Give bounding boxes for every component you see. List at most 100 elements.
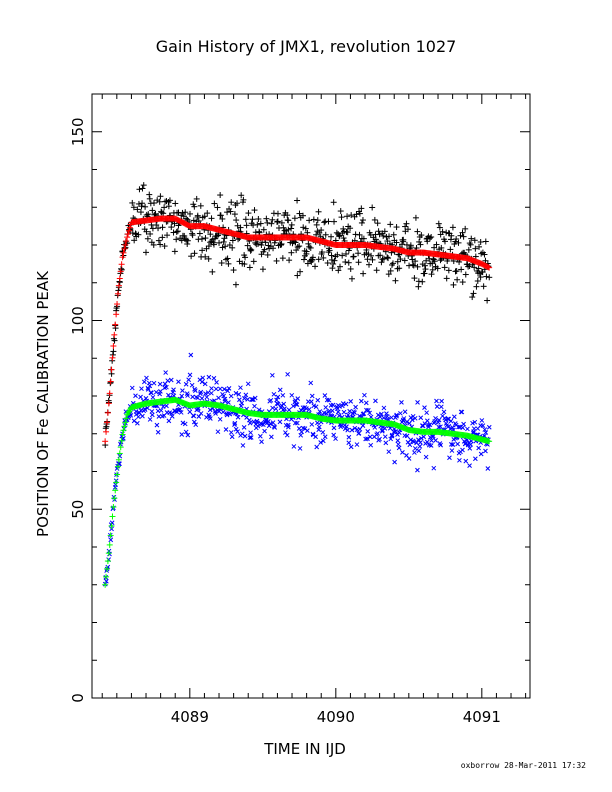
data-point-upper [150,241,157,248]
data-point-lower [269,434,274,440]
data-point-upper [338,214,345,221]
data-point-lower [486,424,492,430]
data-point-upper [340,225,347,232]
data-point-lower [335,409,341,415]
data-point-upper [468,235,475,242]
data-point-lower [412,450,417,455]
data-point-upper [166,197,173,204]
data-point-lower [377,436,382,442]
data-point-lower [373,398,378,404]
data-point-lower [217,386,223,392]
data-point-lower [195,395,201,401]
data-point-upper [225,260,232,267]
data-point-lower [372,425,378,430]
data-point-upper [153,221,160,228]
data-point-lower [191,419,197,425]
data-point-upper [320,254,327,261]
data-point-lower [275,394,281,400]
data-point-lower [245,397,251,402]
data-point-lower [460,447,465,453]
data-point-lower [392,459,397,465]
data-point-lower [163,370,169,375]
data-point-upper [303,248,310,255]
data-point-upper [294,243,301,250]
data-point-lower [140,413,145,419]
data-point-upper [257,220,264,227]
data-point-lower [446,423,452,429]
data-point-upper [324,260,331,267]
fit-point-lower [103,565,110,572]
data-point-upper [417,241,424,248]
data-point-upper [473,283,480,290]
data-point-lower [468,442,474,447]
data-point-upper [482,238,489,245]
data-point-lower [427,422,433,428]
data-point-lower [228,393,234,399]
data-point-lower [204,394,210,400]
data-point-upper [462,225,469,232]
fit-point-upper [102,438,109,445]
data-point-upper [470,290,477,297]
data-point-lower [222,398,228,404]
data-point-upper [216,239,223,246]
data-point-upper [455,239,462,246]
data-point-upper [387,221,394,228]
data-point-lower [416,437,421,443]
data-point-lower [434,398,439,404]
data-point-lower [352,410,357,415]
fit-point-upper [126,224,133,231]
data-point-lower [149,390,154,396]
data-point-lower [297,446,303,451]
data-point-lower [277,387,283,393]
data-point-upper [318,227,325,234]
data-point-upper [344,229,351,236]
fit-point-lower [120,427,127,434]
data-point-upper [347,265,354,272]
data-point-lower [361,411,367,416]
data-point-lower [419,435,424,441]
data-point-upper [396,265,403,272]
data-point-lower [188,352,194,358]
data-point-lower [447,455,452,461]
data-point-lower [309,399,314,404]
data-point-upper [331,218,338,225]
fit-point-lower [114,463,121,470]
data-point-lower [213,386,219,392]
data-point-upper [227,208,234,215]
data-point-lower [471,426,477,431]
data-point-lower [388,436,394,442]
data-point-upper [286,257,293,264]
data-point-lower [398,410,403,416]
data-point-upper [260,226,267,233]
data-point-lower [418,440,423,445]
data-point-upper [469,294,476,301]
fit-point-lower [103,573,110,580]
data-point-lower [298,432,304,438]
data-point-lower [179,432,185,437]
data-point-lower [461,421,466,427]
data-point-upper [288,221,295,228]
data-point-lower [240,443,246,448]
data-point-upper [164,232,171,239]
data-point-lower [242,395,247,401]
data-point-lower [155,429,161,435]
data-point-upper [210,241,217,248]
data-point-upper [291,215,298,222]
data-point-upper [393,239,400,246]
data-point-upper [278,219,285,226]
data-point-upper [146,195,153,202]
data-point-lower [191,413,197,419]
data-point-upper [401,257,408,264]
data-point-lower [295,396,301,401]
fit-point-lower [105,550,112,557]
data-point-lower [456,424,461,430]
data-point-lower [399,400,404,405]
data-point-upper [195,217,202,224]
data-point-upper [224,255,231,262]
data-point-upper [155,225,162,232]
data-point-upper [378,259,385,266]
data-point-upper [228,199,235,206]
data-point-upper [373,267,380,274]
data-point-lower [150,394,156,400]
data-point-lower [407,442,413,448]
